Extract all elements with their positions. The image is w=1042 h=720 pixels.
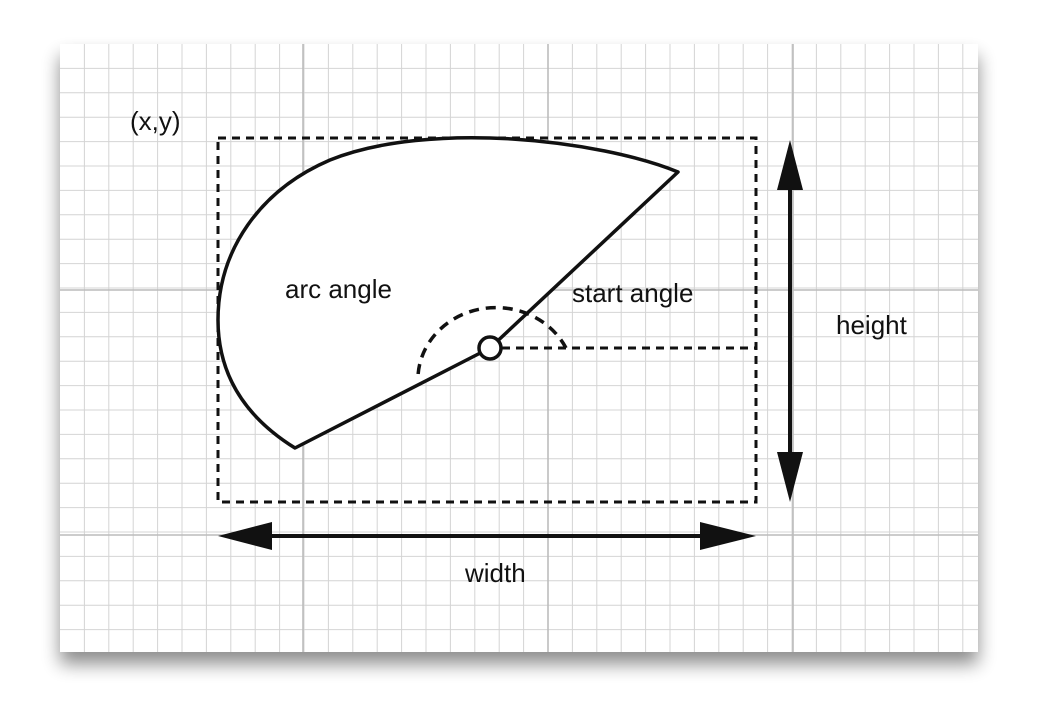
- height-label: height: [836, 310, 908, 340]
- arc-angle-label: arc angle: [285, 274, 392, 304]
- origin-label: (x,y): [130, 106, 181, 136]
- start-angle-label: start angle: [572, 278, 693, 308]
- angle-indicator-arc: [416, 305, 568, 377]
- arc-shape: [216, 135, 680, 450]
- width-arrow: [218, 522, 756, 550]
- center-point: [477, 335, 503, 361]
- width-label: width: [464, 558, 526, 588]
- height-arrow: [777, 140, 803, 502]
